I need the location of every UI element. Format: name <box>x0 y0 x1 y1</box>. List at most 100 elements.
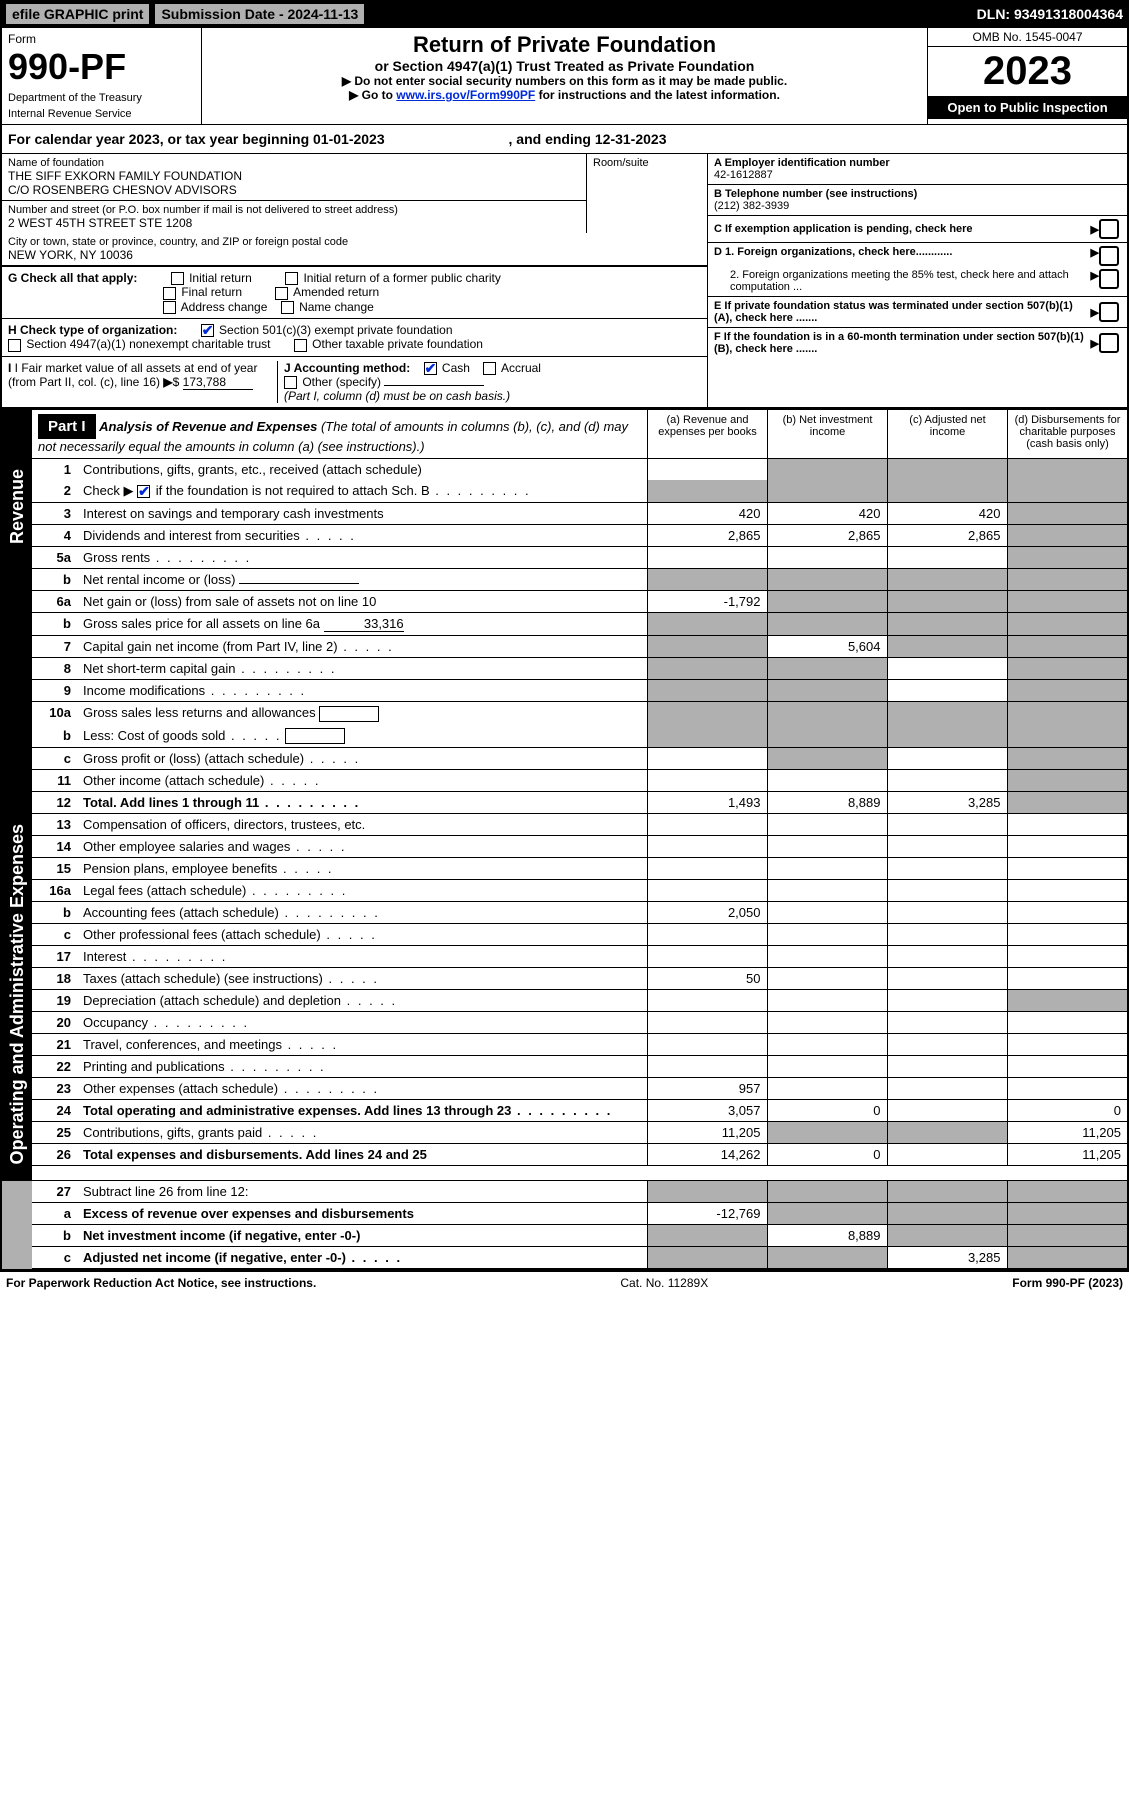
l3-b: 420 <box>767 503 887 525</box>
g-label: G Check all that apply: <box>8 271 137 285</box>
line-17: 17Interest <box>32 946 1127 968</box>
line-16c: cOther professional fees (attach schedul… <box>32 924 1127 946</box>
chk-4947[interactable] <box>8 339 21 352</box>
entity-info: Name of foundation THE SIFF EXKORN FAMIL… <box>2 154 1127 408</box>
ein-label: A Employer identification number <box>714 157 1121 169</box>
l20-text: Occupancy <box>77 1012 647 1034</box>
l6a-text: Net gain or (loss) from sale of assets n… <box>77 591 647 613</box>
city-cell: City or town, state or province, country… <box>2 233 707 266</box>
line-5a: 5aGross rents <box>32 547 1127 569</box>
l23-a: 957 <box>647 1078 767 1100</box>
line-27a: aExcess of revenue over expenses and dis… <box>32 1202 1127 1224</box>
l27-text: Subtract line 26 from line 12: <box>77 1181 647 1203</box>
col-b: (b) Net investment income <box>767 410 887 458</box>
l3-text: Interest on savings and temporary cash i… <box>77 503 647 525</box>
addr-cell: Number and street (or P.O. box number if… <box>2 201 586 233</box>
chk-d2[interactable] <box>1099 269 1119 289</box>
chk-d1[interactable] <box>1099 246 1119 266</box>
chk-addr-change[interactable] <box>163 301 176 314</box>
chk-initial[interactable] <box>171 272 184 285</box>
note-link: ▶ Go to www.irs.gov/Form990PF for instru… <box>208 88 921 102</box>
l24-b: 0 <box>767 1100 887 1122</box>
l2-text: Check ▶ if the foundation is not require… <box>77 480 647 503</box>
l10c-text: Gross profit or (loss) (attach schedule) <box>77 748 647 770</box>
line-23: 23Other expenses (attach schedule)957 <box>32 1078 1127 1100</box>
l6b-text: Gross sales price for all assets on line… <box>77 613 647 636</box>
chk-c[interactable] <box>1099 219 1119 239</box>
header-right: OMB No. 1545-0047 2023 Open to Public In… <box>927 28 1127 124</box>
i-val: 173,788 <box>183 375 253 390</box>
chk-accrual[interactable] <box>483 362 496 375</box>
l4-c: 2,865 <box>887 525 1007 547</box>
line-2: 2Check ▶ if the foundation is not requir… <box>32 480 1127 503</box>
chk-other-taxable[interactable] <box>294 339 307 352</box>
tax-year: 2023 <box>928 47 1127 96</box>
revenue-section: Revenue 1Contributions, gifts, grants, e… <box>2 459 1127 814</box>
l25-a: 11,205 <box>647 1122 767 1144</box>
chk-f[interactable] <box>1099 333 1119 353</box>
l3-a: 420 <box>647 503 767 525</box>
j-note: (Part I, column (d) must be on cash basi… <box>284 389 510 403</box>
chk-501c3[interactable] <box>201 324 214 337</box>
line-9: 9Income modifications <box>32 680 1127 702</box>
l25-d: 11,205 <box>1007 1122 1127 1144</box>
footer-right: Form 990-PF (2023) <box>1012 1276 1123 1290</box>
l18-a: 50 <box>647 968 767 990</box>
d-cell: D 1. Foreign organizations, check here..… <box>708 243 1127 297</box>
chk-amended[interactable] <box>275 287 288 300</box>
l27c-c: 3,285 <box>887 1246 1007 1268</box>
chk-name-change[interactable] <box>281 301 294 314</box>
l19-text: Depreciation (attach schedule) and deple… <box>77 990 647 1012</box>
chk-cash[interactable] <box>424 362 437 375</box>
line-6a: 6aNet gain or (loss) from sale of assets… <box>32 591 1127 613</box>
section-j: J Accounting method: Cash Accrual Other … <box>278 361 701 404</box>
l15-text: Pension plans, employee benefits <box>77 858 647 880</box>
line-15: 15Pension plans, employee benefits <box>32 858 1127 880</box>
addr-label: Number and street (or P.O. box number if… <box>8 204 580 216</box>
note2-post: for instructions and the latest informat… <box>535 88 780 102</box>
h3: Other taxable private foundation <box>312 337 483 351</box>
j-other: Other (specify) <box>302 375 381 389</box>
chk-schb[interactable] <box>137 485 150 498</box>
line-16b: bAccounting fees (attach schedule)2,050 <box>32 902 1127 924</box>
footer: For Paperwork Reduction Act Notice, see … <box>0 1271 1129 1294</box>
line27-table: 27Subtract line 26 from line 12: aExcess… <box>32 1181 1127 1269</box>
l6b-val: 33,316 <box>324 616 404 632</box>
irs-link[interactable]: www.irs.gov/Form990PF <box>396 88 535 102</box>
line-12: 12Total. Add lines 1 through 111,4938,88… <box>32 792 1127 814</box>
expenses-table: 13Compensation of officers, directors, t… <box>32 814 1127 1166</box>
room-label: Room/suite <box>593 157 701 169</box>
cal-pre: For calendar year 2023, or tax year begi… <box>8 131 313 147</box>
line-10c: cGross profit or (loss) (attach schedule… <box>32 748 1127 770</box>
irs-label: Internal Revenue Service <box>8 108 195 120</box>
ein-cell: A Employer identification number 42-1612… <box>708 154 1127 185</box>
top-bar: efile GRAPHIC print Submission Date - 20… <box>2 2 1127 28</box>
l12-c: 3,285 <box>887 792 1007 814</box>
e-cell: E If private foundation status was termi… <box>708 297 1127 328</box>
l23-text: Other expenses (attach schedule) <box>77 1078 647 1100</box>
line-10a: 10aGross sales less returns and allowanc… <box>32 702 1127 725</box>
line-19: 19Depreciation (attach schedule) and dep… <box>32 990 1127 1012</box>
line-14: 14Other employee salaries and wages <box>32 836 1127 858</box>
chk-final[interactable] <box>163 287 176 300</box>
section-i: I I Fair market value of all assets at e… <box>8 361 278 404</box>
line-4: 4Dividends and interest from securities2… <box>32 525 1127 547</box>
chk-other-method[interactable] <box>284 376 297 389</box>
l16c-text: Other professional fees (attach schedule… <box>77 924 647 946</box>
line-5b: bNet rental income or (loss) <box>32 569 1127 591</box>
chk-e[interactable] <box>1099 302 1119 322</box>
line-27b: bNet investment income (if negative, ent… <box>32 1224 1127 1246</box>
line-26: 26Total expenses and disbursements. Add … <box>32 1144 1127 1166</box>
footer-left: For Paperwork Reduction Act Notice, see … <box>6 1276 316 1290</box>
chk-initial-former[interactable] <box>285 272 298 285</box>
line-22: 22Printing and publications <box>32 1056 1127 1078</box>
l5a-text: Gross rents <box>77 547 647 569</box>
part1-title-text: Analysis of Revenue and Expenses <box>99 419 317 434</box>
l16b-a: 2,050 <box>647 902 767 924</box>
addr-val: 2 WEST 45TH STREET STE 1208 <box>8 216 580 230</box>
l9-text: Income modifications <box>77 680 647 702</box>
l10a-text: Gross sales less returns and allowances <box>77 702 647 725</box>
l26-b: 0 <box>767 1144 887 1166</box>
expenses-text: Operating and Administrative Expenses <box>5 814 30 1174</box>
l26-d: 11,205 <box>1007 1144 1127 1166</box>
